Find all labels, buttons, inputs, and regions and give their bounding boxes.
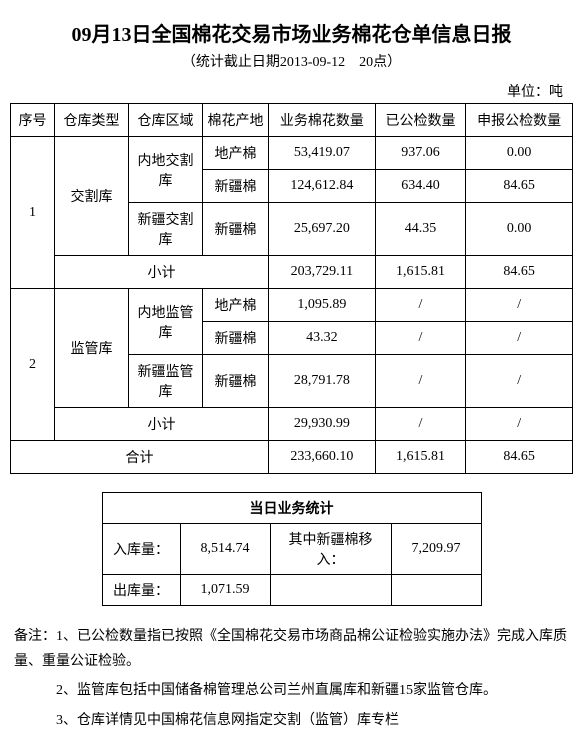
cell-qty: 1,095.89 [269,289,376,322]
note-3: 3、仓库详情见中国棉花信息网指定交割（监管）库专栏 [14,708,569,733]
cell-inspected: / [375,289,466,322]
cell-inspected: / [375,408,466,441]
col-type: 仓库类型 [55,104,129,137]
stats-in-val: 8,514.74 [180,524,270,575]
stats-in-label: 入库量： [102,524,180,575]
cell-origin: 新疆棉 [203,203,269,256]
stats-empty [391,575,481,606]
cell-origin: 地产棉 [203,137,269,170]
table-header-row: 序号 仓库类型 仓库区域 棉花产地 业务棉花数量 已公检数量 申报公检数量 [11,104,573,137]
cell-applied: / [466,289,573,322]
col-region: 仓库区域 [129,104,203,137]
main-table: 序号 仓库类型 仓库区域 棉花产地 业务棉花数量 已公检数量 申报公检数量 1 … [10,103,573,474]
cell-inspected: 1,615.81 [375,441,466,474]
cell-total-label: 合计 [11,441,269,474]
table-row: 1 交割库 内地交割库 地产棉 53,419.07 937.06 0.00 [11,137,573,170]
table-row: 2 监管库 内地监管库 地产棉 1,095.89 / / [11,289,573,322]
col-seq: 序号 [11,104,55,137]
stats-table: 当日业务统计 入库量： 8,514.74 其中新疆棉移入： 7,209.97 出… [102,492,482,606]
cell-origin: 地产棉 [203,289,269,322]
cell-subtotal-label: 小计 [55,256,269,289]
stats-xj-val: 7,209.97 [391,524,481,575]
cell-region: 内地交割库 [129,137,203,203]
stats-xj-label: 其中新疆棉移入： [270,524,391,575]
col-inspected: 已公检数量 [375,104,466,137]
table-row: 小计 29,930.99 / / [11,408,573,441]
stats-out-val: 1,071.59 [180,575,270,606]
cell-qty: 28,791.78 [269,355,376,408]
cell-seq: 1 [11,137,55,289]
cell-inspected: / [375,322,466,355]
stats-title: 当日业务统计 [102,493,481,524]
table-row-total: 合计 233,660.10 1,615.81 84.65 [11,441,573,474]
stats-empty [270,575,391,606]
cell-applied: 0.00 [466,203,573,256]
cell-applied: / [466,355,573,408]
cell-origin: 新疆棉 [203,322,269,355]
cell-qty: 29,930.99 [269,408,376,441]
note-1: 备注：1、已公检数量指已按照《全国棉花交易市场商品棉公证检验实施办法》完成入库质… [14,624,569,674]
cell-applied: 84.65 [466,170,573,203]
stats-out-label: 出库量： [102,575,180,606]
cell-applied: / [466,322,573,355]
cell-inspected: 937.06 [375,137,466,170]
cell-seq: 2 [11,289,55,441]
table-row: 小计 203,729.11 1,615.81 84.65 [11,256,573,289]
cell-qty: 124,612.84 [269,170,376,203]
cell-inspected: 634.40 [375,170,466,203]
cell-applied: 0.00 [466,137,573,170]
cell-qty: 233,660.10 [269,441,376,474]
cell-origin: 新疆棉 [203,355,269,408]
notes-section: 备注：1、已公检数量指已按照《全国棉花交易市场商品棉公证检验实施办法》完成入库质… [10,624,573,733]
cell-qty: 25,697.20 [269,203,376,256]
col-applied: 申报公检数量 [466,104,573,137]
cell-qty: 203,729.11 [269,256,376,289]
note-2: 2、监管库包括中国储备棉管理总公司兰州直属库和新疆15家监管仓库。 [14,678,569,703]
stats-row: 入库量： 8,514.74 其中新疆棉移入： 7,209.97 [102,524,481,575]
col-qty: 业务棉花数量 [269,104,376,137]
cell-region: 内地监管库 [129,289,203,355]
col-origin: 棉花产地 [203,104,269,137]
cell-region: 新疆监管库 [129,355,203,408]
report-title: 09月13日全国棉花交易市场业务棉花仓单信息日报 [10,18,573,47]
cell-inspected: / [375,355,466,408]
cell-qty: 53,419.07 [269,137,376,170]
cell-inspected: 1,615.81 [375,256,466,289]
cell-subtotal-label: 小计 [55,408,269,441]
cell-region: 新疆交割库 [129,203,203,256]
cell-applied: 84.65 [466,441,573,474]
stats-row: 出库量： 1,071.59 [102,575,481,606]
cell-type: 监管库 [55,289,129,408]
cell-applied: / [466,408,573,441]
unit-label: 单位：吨 [10,81,573,101]
cell-inspected: 44.35 [375,203,466,256]
cell-type: 交割库 [55,137,129,256]
cell-qty: 43.32 [269,322,376,355]
cell-applied: 84.65 [466,256,573,289]
cell-origin: 新疆棉 [203,170,269,203]
stats-header-row: 当日业务统计 [102,493,481,524]
report-subtitle: （统计截止日期2013-09-12 20点） [10,51,573,71]
